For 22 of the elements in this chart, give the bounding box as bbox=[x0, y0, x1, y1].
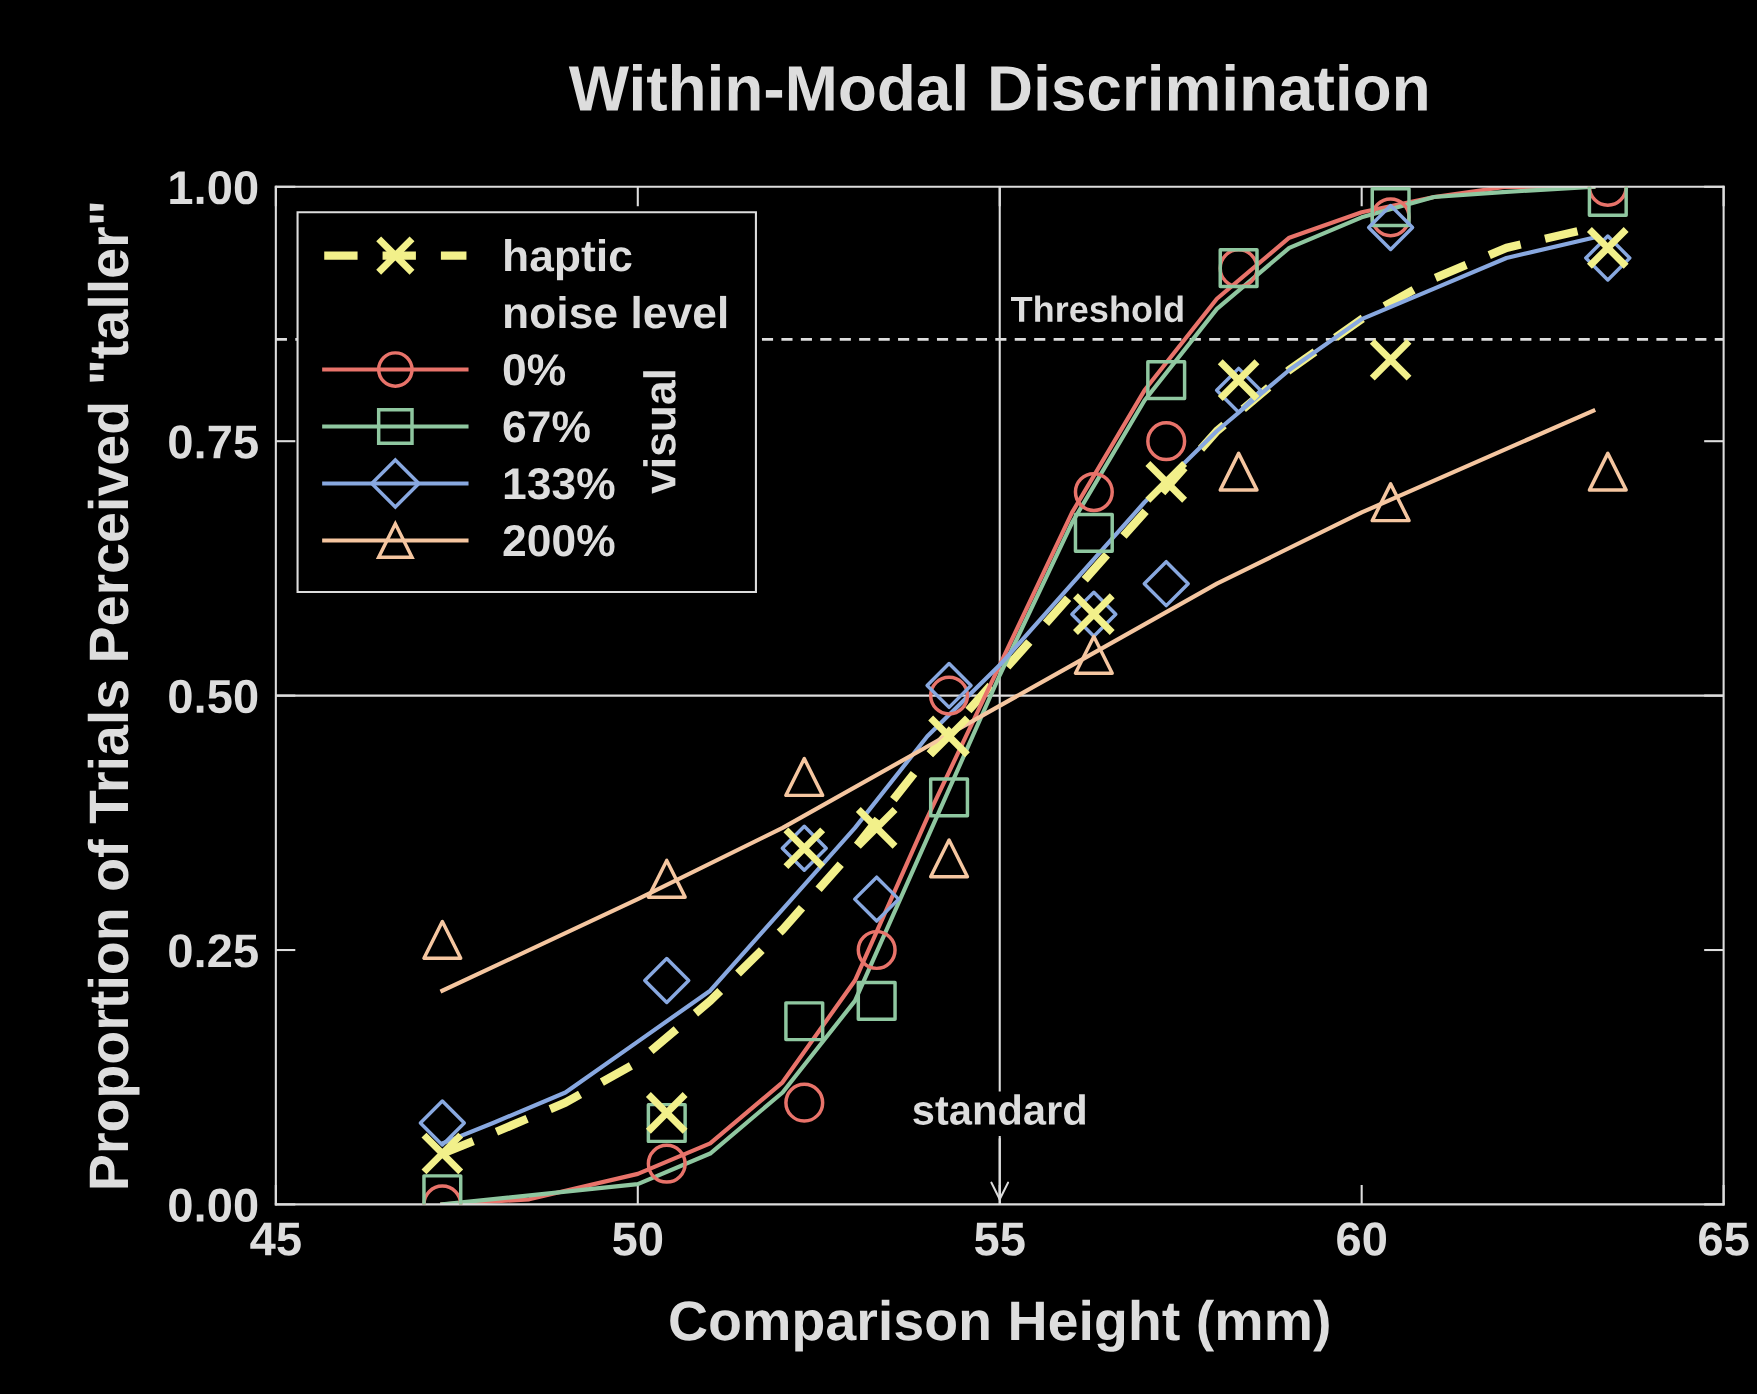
ref-line-label: Threshold bbox=[1011, 295, 1183, 323]
legend-label: 133% bbox=[504, 468, 615, 500]
annotation: noise level bbox=[504, 295, 727, 329]
y-tick-label: 0.50 bbox=[169, 679, 258, 714]
y-tick-label: 0.75 bbox=[169, 425, 258, 459]
annotation: visual bbox=[643, 371, 676, 494]
x-tick-label: 55 bbox=[974, 1222, 1025, 1256]
y-axis-title: Proportion of Trials Perceived "taller" bbox=[87, 203, 140, 1188]
ref-line-label: standard bbox=[913, 1094, 1085, 1125]
x-tick-label: 65 bbox=[1699, 1222, 1749, 1256]
x-tick-label: 50 bbox=[612, 1222, 663, 1256]
y-tick-label: 0.00 bbox=[169, 1188, 258, 1222]
legend-label: haptic bbox=[505, 238, 632, 281]
y-tick-label: 0.25 bbox=[169, 934, 258, 968]
x-tick-label: 60 bbox=[1337, 1222, 1386, 1256]
chart-title: Within-Modal Discrimination bbox=[568, 64, 1427, 112]
x-axis-title: Comparison Height (mm) bbox=[670, 1299, 1329, 1352]
legend-label: 67% bbox=[503, 411, 590, 443]
y-tick-label: 1.00 bbox=[170, 170, 258, 205]
legend-label: 200% bbox=[503, 525, 615, 557]
x-tick-label: 45 bbox=[250, 1222, 301, 1256]
legend-label: 0% bbox=[503, 354, 566, 386]
